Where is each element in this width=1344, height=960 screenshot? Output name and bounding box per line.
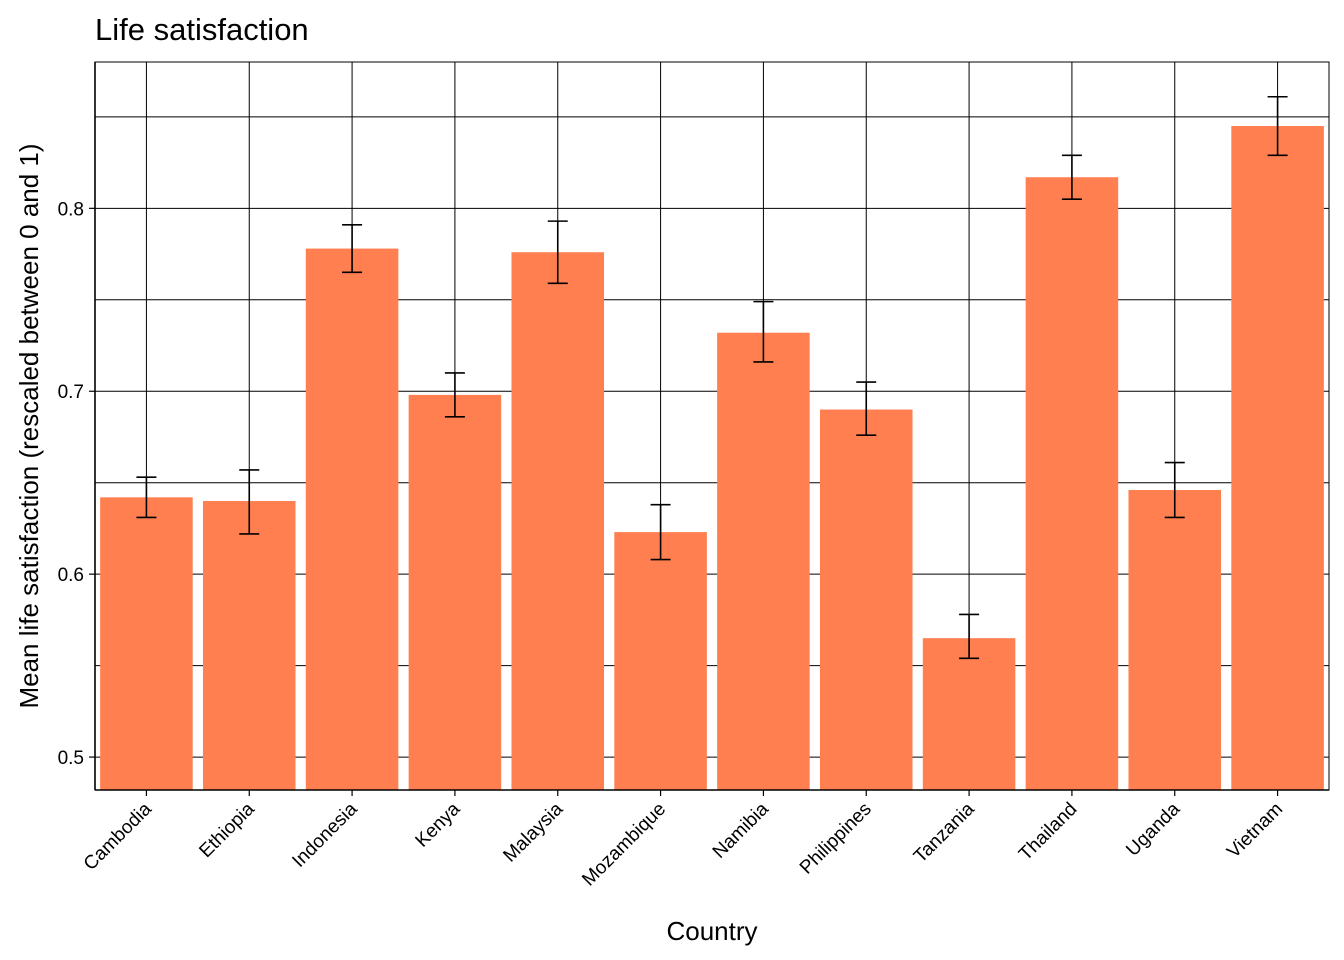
error-bar-philippines <box>856 381 877 436</box>
x-tick-label-malaysia: Malaysia <box>499 798 567 866</box>
bar-namibia <box>717 332 810 790</box>
error-bar-thailand <box>1061 154 1082 200</box>
x-tick-label-mozambique: Mozambique <box>578 799 670 891</box>
error-bar-cambodia <box>136 476 157 519</box>
bar-tanzania <box>922 638 1016 790</box>
bar-thailand <box>1025 177 1119 790</box>
error-bar-indonesia <box>342 223 363 274</box>
x-tick-label-indonesia: Indonesia <box>288 798 361 871</box>
x-tick-label-vietnam: Vietnam <box>1223 799 1287 863</box>
x-tick-label-philippines: Philippines <box>796 799 876 879</box>
y-tick-label: 0.5 <box>58 748 84 769</box>
bar-ethiopia <box>202 500 296 790</box>
bar-cambodia <box>100 497 193 790</box>
error-bar-mozambique <box>650 503 671 561</box>
bar-kenya <box>408 394 502 790</box>
bar-philippines <box>819 409 913 790</box>
x-tick-label-tanzania: Tanzania <box>910 798 979 867</box>
error-bar-vietnam <box>1267 95 1288 157</box>
bar-uganda <box>1128 490 1222 790</box>
y-axis-ticks: 0.5 0.6 0.7 0.8 <box>58 199 95 769</box>
error-bar-ethiopia <box>239 469 260 535</box>
error-bar-kenya <box>444 372 465 418</box>
error-bars <box>136 95 1288 660</box>
error-bar-namibia <box>753 300 774 363</box>
x-tick-label-cambodia: Cambodia <box>80 798 156 874</box>
y-tick-label: 0.6 <box>58 565 84 586</box>
x-tick-label-namibia: Namibia <box>709 798 773 862</box>
x-axis-ticks: Cambodia Ethiopia Indonesia Kenya Malaysia Mo… <box>80 790 1287 890</box>
x-tick-label-kenya: Kenya <box>412 798 465 851</box>
y-axis-title: Mean life satisfaction (rescaled between… <box>14 143 44 708</box>
x-axis-title: Country <box>666 916 757 946</box>
error-bar-malaysia <box>547 220 568 285</box>
bar-vietnam <box>1231 126 1324 791</box>
x-tick-label-thailand: Thailand <box>1015 799 1081 865</box>
y-tick-label: 0.8 <box>58 199 84 220</box>
axes <box>94 62 1329 791</box>
bar-indonesia <box>305 248 399 790</box>
error-bar-tanzania <box>959 613 980 660</box>
error-bar-uganda <box>1164 461 1185 519</box>
y-tick-label: 0.7 <box>58 382 84 403</box>
bars <box>100 126 1324 791</box>
chart-title: Life satisfaction <box>95 12 309 47</box>
bar-malaysia <box>511 252 605 791</box>
x-tick-label-ethiopia: Ethiopia <box>195 798 259 862</box>
x-tick-label-uganda: Uganda <box>1122 798 1184 860</box>
bar-mozambique <box>614 532 707 790</box>
